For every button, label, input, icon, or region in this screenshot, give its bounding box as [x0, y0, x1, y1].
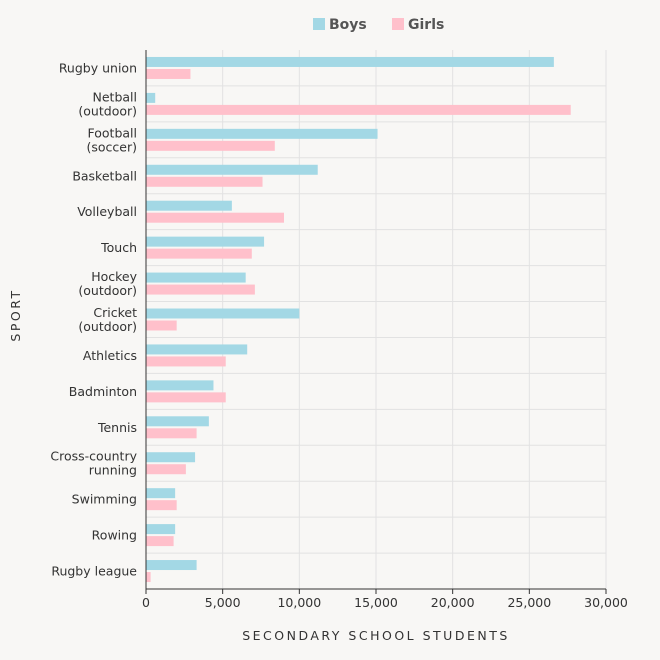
- bar-girls-badminton[interactable]: [146, 392, 226, 403]
- bar-boys-netball-outdoor[interactable]: [146, 92, 156, 103]
- bar-girls-rugby-league[interactable]: [146, 572, 151, 583]
- y-axis-title: SPORT: [8, 288, 23, 341]
- bar-girls-basketball[interactable]: [146, 176, 263, 187]
- x-tick-label: 10,000: [277, 595, 321, 610]
- x-tick-label: 0: [142, 595, 150, 610]
- category-label: Rowing: [92, 528, 137, 543]
- tick-labels: Rugby union Netball (outdoor) Football (socc…: [50, 60, 628, 610]
- bar-boys-cricket-outdoor[interactable]: [146, 308, 300, 319]
- bar-boys-rugby-union[interactable]: [146, 56, 554, 67]
- category-label: Touch: [100, 240, 137, 255]
- axes: [145, 50, 607, 594]
- category-label: Volleyball: [77, 204, 137, 219]
- legend: Boys Girls: [313, 17, 444, 33]
- bar-boys-touch[interactable]: [146, 236, 265, 247]
- category-label: Netball (outdoor): [78, 89, 137, 118]
- category-label: Athletics: [83, 348, 137, 363]
- bar-girls-touch[interactable]: [146, 248, 252, 259]
- legend-label: Girls: [408, 17, 444, 33]
- category-label: Cross-country running: [50, 449, 137, 478]
- category-label: Hockey (outdoor): [78, 269, 137, 298]
- x-tick-label: 5,000: [205, 595, 241, 610]
- bar-girls-football-soccer[interactable]: [146, 140, 275, 151]
- x-tick-label: 30,000: [584, 595, 628, 610]
- legend-swatch: [313, 18, 325, 30]
- category-label: Cricket (outdoor): [78, 305, 137, 334]
- bars: [146, 56, 571, 583]
- bar-boys-tennis[interactable]: [146, 416, 209, 427]
- bar-girls-swimming[interactable]: [146, 500, 177, 511]
- bar-boys-volleyball[interactable]: [146, 200, 232, 211]
- x-tick-label: 20,000: [431, 595, 475, 610]
- bar-girls-rowing[interactable]: [146, 536, 174, 547]
- legend-label: Boys: [329, 17, 367, 33]
- bar-boys-swimming[interactable]: [146, 488, 176, 499]
- x-tick-label: 25,000: [507, 595, 551, 610]
- bar-boys-badminton[interactable]: [146, 380, 214, 391]
- bar-girls-rugby-union[interactable]: [146, 68, 191, 79]
- legend-swatch: [392, 18, 404, 30]
- bar-boys-hockey-outdoor[interactable]: [146, 272, 246, 283]
- bar-girls-hockey-outdoor[interactable]: [146, 284, 255, 295]
- category-label: Rugby union: [59, 60, 137, 75]
- bar-girls-cricket-outdoor[interactable]: [146, 320, 177, 331]
- x-tick-label: 15,000: [354, 595, 398, 610]
- bar-boys-athletics[interactable]: [146, 344, 248, 355]
- category-label: Football (soccer): [87, 125, 138, 154]
- bar-girls-netball-outdoor[interactable]: [146, 104, 571, 115]
- category-label: Rugby league: [51, 564, 137, 579]
- category-label: Basketball: [72, 168, 137, 183]
- legend-item-boys[interactable]: Boys: [313, 17, 367, 33]
- bar-boys-football-soccer[interactable]: [146, 128, 378, 139]
- bar-boys-basketball[interactable]: [146, 164, 318, 175]
- bar-boys-rugby-league[interactable]: [146, 560, 197, 571]
- gridlines: [146, 50, 607, 589]
- bar-girls-cross-country-running[interactable]: [146, 464, 186, 475]
- x-axis-title: SECONDARY SCHOOL STUDENTS: [242, 628, 510, 643]
- bar-girls-volleyball[interactable]: [146, 212, 284, 223]
- category-label: Swimming: [72, 492, 137, 507]
- category-label: Badminton: [69, 384, 137, 399]
- category-label: Tennis: [97, 420, 137, 435]
- bar-girls-tennis[interactable]: [146, 428, 197, 439]
- bar-boys-rowing[interactable]: [146, 524, 176, 535]
- bar-boys-cross-country-running[interactable]: [146, 452, 196, 463]
- legend-item-girls[interactable]: Girls: [392, 17, 444, 33]
- bar-girls-athletics[interactable]: [146, 356, 226, 367]
